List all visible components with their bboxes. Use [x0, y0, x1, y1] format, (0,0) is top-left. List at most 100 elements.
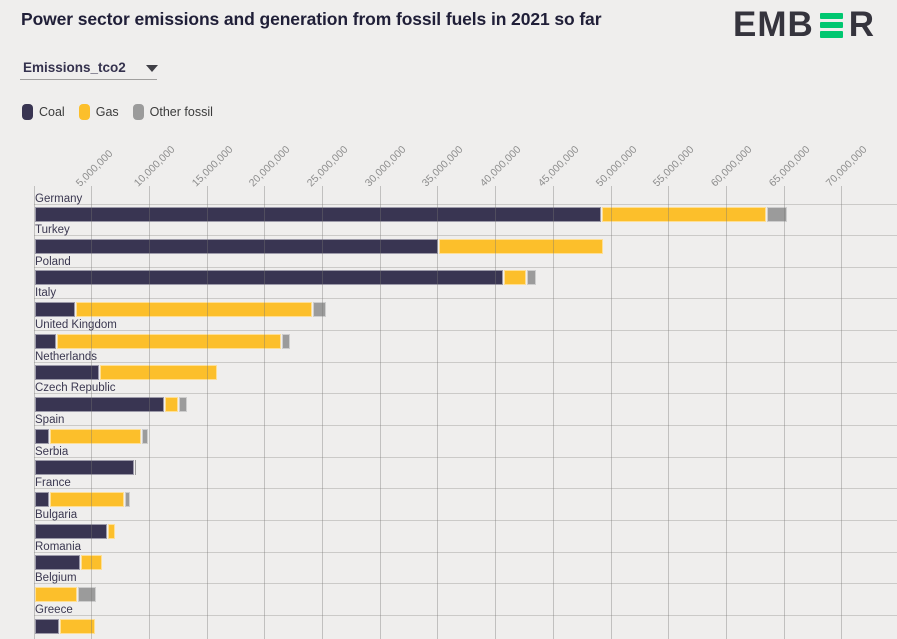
gridline [264, 186, 266, 639]
gridline [841, 186, 843, 639]
bar-segment-coal[interactable] [34, 333, 56, 349]
gridline [322, 186, 323, 639]
axis-tick-label: 45,000,000 [535, 143, 582, 190]
row-baseline [33, 393, 897, 395]
bar-segment-coal[interactable] [34, 238, 439, 254]
bar-segment-coal[interactable] [34, 555, 81, 571]
metric-dropdown[interactable]: Emissions_tco2 [20, 59, 163, 80]
bar-row-czech-republic [34, 396, 188, 412]
bar-segment-gas[interactable] [99, 365, 218, 381]
bar-segment-other-fossil[interactable] [766, 207, 788, 222]
bar-segment-coal[interactable] [34, 491, 49, 507]
bar-segment-gas[interactable] [602, 207, 766, 222]
axis-tick-label: 15,000,000 [189, 143, 236, 190]
bar-segment-gas[interactable] [49, 428, 142, 444]
row-baseline [33, 235, 897, 237]
legend-label: Gas [95, 105, 119, 119]
bar-segment-gas[interactable] [49, 491, 124, 507]
bar-segment-other-fossil[interactable] [142, 428, 148, 444]
bar-row-belgium [34, 586, 97, 602]
axis-tick-label: 35,000,000 [420, 143, 466, 190]
legend: Coal Gas Other fossil [22, 104, 213, 120]
metric-dropdown-value: Emissions_tco2 [23, 60, 126, 75]
axis-tick-label: 30,000,000 [362, 143, 409, 190]
gas-swatch-icon [78, 104, 90, 120]
row-baseline [33, 425, 897, 427]
country-label: Spain [35, 414, 65, 427]
axis-tick-label: 20,000,000 [247, 143, 293, 190]
gridline [610, 186, 612, 639]
bar-row-france [34, 491, 130, 507]
bar-segment-coal[interactable] [34, 523, 108, 539]
axis-baseline [33, 186, 35, 639]
bar-segment-coal[interactable] [34, 428, 49, 444]
row-baseline [33, 520, 897, 522]
legend-item-gas: Gas [78, 104, 119, 120]
row-baseline [33, 330, 897, 332]
bar-segment-coal[interactable] [34, 396, 164, 412]
row-baseline [33, 361, 897, 363]
bar-segment-other-fossil[interactable] [124, 491, 130, 507]
bar-segment-other-fossil[interactable] [313, 301, 327, 317]
bar-segment-gas[interactable] [81, 555, 102, 571]
bar-segment-other-fossil[interactable] [526, 270, 537, 286]
legend-label: Coal [39, 105, 65, 119]
country-label: Romania [35, 540, 82, 553]
bar-segment-other-fossil[interactable] [78, 586, 97, 602]
gridline [668, 186, 670, 639]
bar-segment-other-fossil[interactable] [179, 396, 188, 412]
legend-item-coal: Coal [22, 104, 65, 120]
row-baseline [33, 298, 897, 300]
bar-segment-coal[interactable] [34, 207, 602, 222]
axis-tick-label: 25,000,000 [304, 143, 351, 190]
bar-segment-coal[interactable] [34, 301, 75, 317]
country-label: Czech Republic [35, 382, 116, 395]
gridline [552, 186, 554, 639]
bar-segment-coal[interactable] [34, 460, 134, 476]
axis-tick-label: 5,000,000 [73, 147, 116, 190]
country-label: Turkey [35, 224, 70, 237]
bar-segment-gas[interactable] [439, 238, 604, 254]
bar-row-turkey [34, 238, 604, 254]
row-baseline [33, 551, 897, 553]
row-baseline [33, 488, 897, 490]
bar-row-serbia [34, 460, 137, 476]
ember-logo-text-right: R [848, 5, 876, 44]
bar-segment-coal[interactable] [34, 618, 60, 634]
axis-tick-label: 10,000,000 [131, 143, 178, 190]
ember-logo[interactable]: EMB R [733, 5, 876, 44]
row-baseline [33, 456, 897, 458]
coal-swatch-icon [22, 104, 33, 120]
bar-segment-gas[interactable] [56, 333, 282, 349]
dropdown-underline [20, 79, 157, 80]
country-label: Bulgaria [35, 509, 78, 522]
other-fossil-swatch-icon [132, 104, 144, 120]
bar-row-greece [34, 618, 95, 634]
country-label: Poland [35, 255, 71, 268]
axis-tick-label: 55,000,000 [650, 143, 697, 190]
row-baseline [33, 203, 897, 205]
ember-logo-text-left: EMB [733, 5, 814, 44]
axis-tick-label: 50,000,000 [593, 143, 639, 190]
country-label: France [35, 477, 71, 490]
bar-segment-gas[interactable] [75, 301, 313, 317]
gridline [148, 186, 150, 639]
gridline [91, 186, 93, 639]
gridline [437, 186, 439, 639]
axis-tick-label: 60,000,000 [708, 143, 755, 190]
bar-segment-gas[interactable] [504, 270, 526, 286]
bar-row-united-kingdom [34, 333, 290, 349]
legend-label: Other fossil [149, 105, 213, 119]
bar-segment-gas[interactable] [164, 396, 178, 412]
bar-segment-gas[interactable] [108, 523, 116, 539]
bar-segment-other-fossil[interactable] [282, 333, 290, 349]
bar-segment-gas[interactable] [34, 586, 78, 602]
bar-segment-coal[interactable] [34, 270, 504, 286]
bar-segment-gas[interactable] [60, 618, 95, 634]
chevron-down-icon [146, 65, 158, 72]
row-baseline [33, 583, 897, 585]
bar-segment-coal[interactable] [34, 365, 99, 381]
gridline [783, 186, 785, 639]
bar-segment-other-fossil[interactable] [134, 460, 137, 476]
